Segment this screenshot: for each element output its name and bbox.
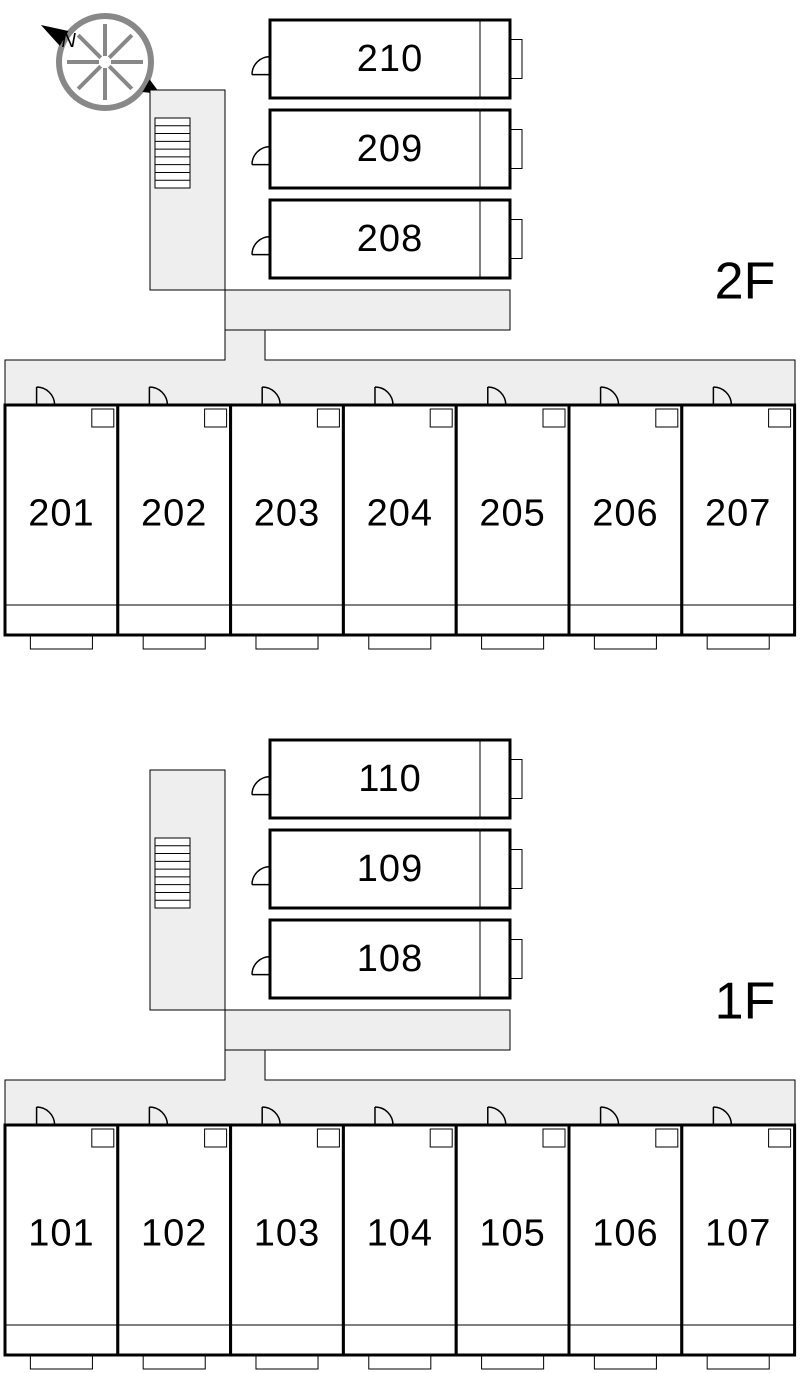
room-label: 204 <box>367 492 433 534</box>
room-label: 101 <box>28 1212 94 1254</box>
compass-icon: N <box>41 16 161 108</box>
stairs-icon <box>155 838 190 908</box>
room-203: 203 <box>231 387 344 649</box>
room-105: 105 <box>456 1107 569 1369</box>
room-label: 203 <box>254 492 320 534</box>
room-label: 104 <box>367 1212 433 1254</box>
room-208: 208 <box>252 200 522 278</box>
room-label: 210 <box>357 38 423 80</box>
room-label: 205 <box>479 492 545 534</box>
floor-plan-diagram: N2102092082012022032042052062072F1101091… <box>0 0 800 1373</box>
floor-2F: 210 209 208 201 202 203 204 205 206 207 2F <box>5 20 795 649</box>
compass-n-label: N <box>61 30 76 52</box>
room-label: 202 <box>141 492 207 534</box>
room-label: 105 <box>479 1212 545 1254</box>
room-label: 110 <box>358 758 422 800</box>
room-label: 107 <box>705 1212 771 1254</box>
room-label: 201 <box>28 492 94 534</box>
room-206: 206 <box>569 387 682 649</box>
room-102: 102 <box>118 1107 231 1369</box>
room-110: 110 <box>252 740 522 818</box>
room-210: 210 <box>252 20 522 98</box>
room-209: 209 <box>252 110 522 188</box>
floor-1F: 110 109 108 101 102 103 104 105 106 107 1F <box>5 740 795 1369</box>
room-204: 204 <box>343 387 456 649</box>
room-label: 109 <box>357 848 423 890</box>
room-label: 108 <box>357 938 423 980</box>
room-205: 205 <box>456 387 569 649</box>
room-103: 103 <box>231 1107 344 1369</box>
room-104: 104 <box>343 1107 456 1369</box>
stairs-icon <box>155 118 190 188</box>
room-label: 207 <box>705 492 771 534</box>
room-label: 206 <box>592 492 658 534</box>
room-207: 207 <box>682 387 795 649</box>
room-101: 101 <box>5 1107 118 1369</box>
floor-label: 2F <box>715 253 776 311</box>
room-label: 102 <box>141 1212 207 1254</box>
room-108: 108 <box>252 920 522 998</box>
room-109: 109 <box>252 830 522 908</box>
room-202: 202 <box>118 387 231 649</box>
floor-label: 1F <box>715 973 776 1031</box>
room-label: 209 <box>357 128 423 170</box>
room-label: 103 <box>254 1212 320 1254</box>
room-label: 106 <box>592 1212 658 1254</box>
room-201: 201 <box>5 387 118 649</box>
room-106: 106 <box>569 1107 682 1369</box>
room-label: 208 <box>357 218 423 260</box>
room-107: 107 <box>682 1107 795 1369</box>
